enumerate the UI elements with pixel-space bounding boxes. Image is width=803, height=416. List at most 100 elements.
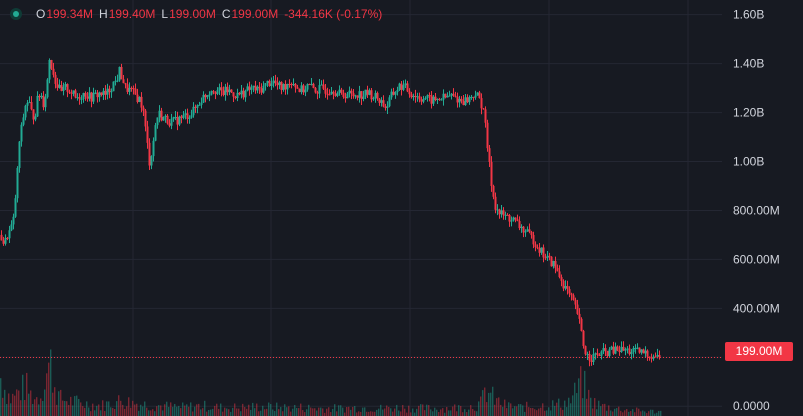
candle-body <box>246 86 249 91</box>
candle-body <box>464 97 467 106</box>
volume-bar <box>56 404 58 416</box>
volume-bar <box>254 408 256 416</box>
volume-bar <box>524 411 526 416</box>
candle-body <box>236 92 239 99</box>
volume-bar <box>512 408 514 416</box>
volume-bar <box>256 403 258 416</box>
volume-bar <box>382 409 384 416</box>
ohlc-legend: O 199.34M H 199.40M L 199.00M C 199.00M -344… <box>10 5 382 23</box>
candle-body <box>554 260 557 268</box>
candle-body <box>18 141 21 168</box>
volume-bar <box>100 410 102 416</box>
volume-bar <box>422 404 424 416</box>
volume-bar <box>604 403 606 416</box>
volume-bar <box>292 408 294 416</box>
candle-body <box>426 95 429 99</box>
candle-body <box>62 86 65 91</box>
candle-body <box>58 85 61 88</box>
candle-body <box>164 115 167 117</box>
candle-body <box>614 346 617 354</box>
candle-body <box>404 83 407 86</box>
candle-body <box>54 74 57 84</box>
y-axis-tick-label: 400.00M <box>733 301 780 315</box>
candle-body <box>586 353 589 355</box>
candle-body <box>152 140 155 157</box>
candle-body <box>344 96 347 99</box>
volume-bar <box>46 373 48 416</box>
volume-bar <box>204 400 206 416</box>
candle-body <box>526 229 529 232</box>
candle-body <box>70 92 73 94</box>
volume-bar <box>42 400 44 416</box>
volume-bar <box>404 408 406 416</box>
candle-body <box>138 96 141 102</box>
volume-bar <box>228 409 230 416</box>
y-axis-tick-label: 1.40B <box>733 57 764 71</box>
candle-body <box>622 346 625 351</box>
candle-body <box>612 346 615 354</box>
candle-body <box>498 209 501 215</box>
volume-bar <box>60 389 62 416</box>
candle-body <box>82 92 85 99</box>
candle-body <box>52 68 55 75</box>
volume-bar <box>406 412 408 416</box>
candle-body <box>332 91 335 94</box>
volume-bar <box>198 403 200 416</box>
volume-bar <box>16 389 18 416</box>
volume-bar <box>238 408 240 416</box>
volume-bar <box>22 374 24 416</box>
open-value: 199.34M <box>46 7 94 21</box>
candle-body <box>20 124 23 142</box>
last-price-label: 199.00M <box>725 342 793 361</box>
volume-bar <box>110 407 112 416</box>
candle-body <box>500 210 503 215</box>
volume-bar <box>398 410 400 416</box>
candle-body <box>46 79 49 98</box>
candle-body <box>202 94 205 103</box>
volume-bar <box>472 408 474 416</box>
volume-bar <box>522 405 524 416</box>
volume-bar <box>620 410 622 416</box>
volume-bar <box>652 409 654 416</box>
candle-body <box>446 95 449 98</box>
candle-body <box>298 88 301 93</box>
volume-bar <box>118 395 120 416</box>
candle-body <box>168 123 171 126</box>
volume-bar <box>334 404 336 416</box>
candle-body <box>372 98 375 100</box>
volume-bar <box>0 378 2 416</box>
candle-body <box>396 90 399 93</box>
volume-bar <box>84 407 86 416</box>
volume-bar <box>90 411 92 416</box>
volume-bar <box>264 409 266 416</box>
volume-bar <box>138 410 140 416</box>
candle-body <box>592 354 595 362</box>
candle-body <box>444 93 447 98</box>
candle-body <box>106 88 109 95</box>
volume-bar <box>166 401 168 416</box>
candle-body <box>38 95 41 98</box>
candle-body <box>112 81 115 92</box>
volume-bar <box>534 409 536 416</box>
candle-body <box>40 95 43 98</box>
candle-body <box>172 117 175 119</box>
candle-body <box>430 95 433 104</box>
volume-bar <box>306 409 308 416</box>
candle-body <box>594 353 597 355</box>
volume-bar <box>408 405 410 416</box>
candle-body <box>76 97 79 99</box>
volume-bar <box>628 411 630 416</box>
candle-body <box>26 102 29 106</box>
candle-body <box>412 95 415 98</box>
volume-bar <box>656 412 658 416</box>
volume-bar <box>194 406 196 416</box>
volume-bar <box>278 409 280 416</box>
candle-body <box>244 90 247 98</box>
candle-body <box>182 114 185 118</box>
volume-bar <box>282 411 284 416</box>
candle-body <box>494 196 497 210</box>
candle-body <box>616 346 619 351</box>
candle-body <box>284 84 287 90</box>
